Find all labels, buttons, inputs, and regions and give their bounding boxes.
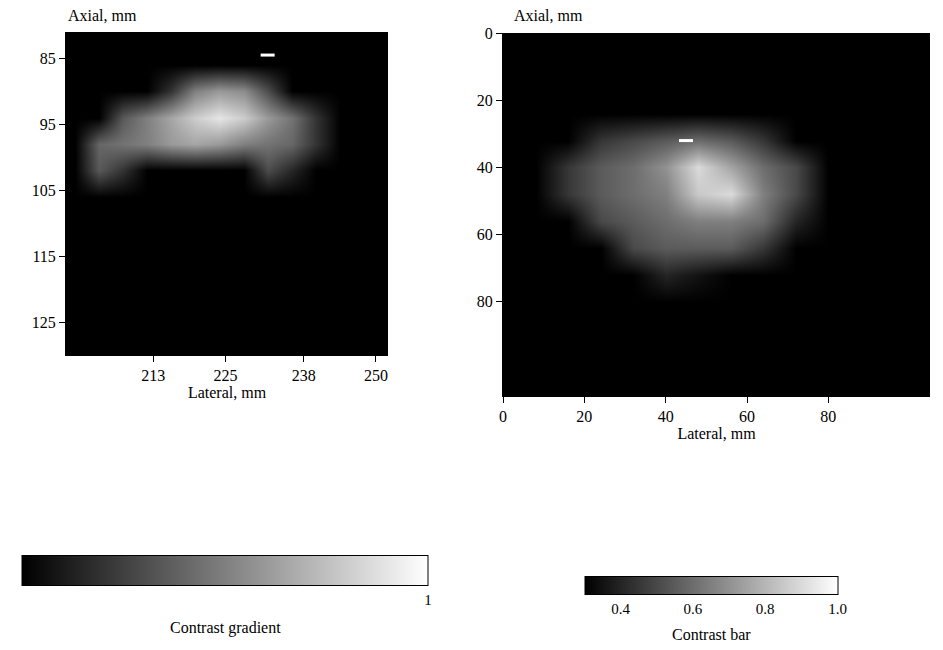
svg-text:225: 225 [214, 367, 238, 384]
svg-text:Axial, mm: Axial, mm [514, 7, 583, 24]
svg-text:105: 105 [32, 182, 56, 199]
svg-text:80: 80 [477, 293, 493, 310]
svg-text:95: 95 [40, 116, 56, 133]
svg-text:250: 250 [364, 367, 388, 384]
svg-text:85: 85 [40, 50, 56, 67]
svg-text:20: 20 [477, 92, 493, 109]
svg-text:125: 125 [32, 314, 56, 331]
svg-text:115: 115 [32, 248, 55, 265]
svg-text:40: 40 [658, 408, 674, 425]
svg-text:20: 20 [576, 408, 592, 425]
svg-text:Contrast bar: Contrast bar [672, 626, 751, 643]
svg-text:1: 1 [424, 592, 432, 608]
svg-text:Axial, mm: Axial, mm [68, 7, 137, 24]
svg-text:60: 60 [739, 408, 755, 425]
svg-text:Lateral, mm: Lateral, mm [188, 384, 267, 401]
svg-text:0.6: 0.6 [684, 601, 703, 617]
svg-text:238: 238 [292, 367, 316, 384]
svg-text:0: 0 [485, 25, 493, 42]
svg-text:0.8: 0.8 [756, 601, 775, 617]
svg-text:80: 80 [820, 408, 836, 425]
svg-text:60: 60 [477, 226, 493, 243]
svg-text:0.4: 0.4 [611, 601, 630, 617]
svg-text:213: 213 [141, 367, 165, 384]
svg-text:0: 0 [499, 408, 507, 425]
svg-text:40: 40 [477, 159, 493, 176]
svg-text:1.0: 1.0 [828, 601, 847, 617]
svg-text:Lateral, mm: Lateral, mm [677, 425, 756, 442]
svg-text:Contrast gradient: Contrast gradient [170, 619, 281, 637]
